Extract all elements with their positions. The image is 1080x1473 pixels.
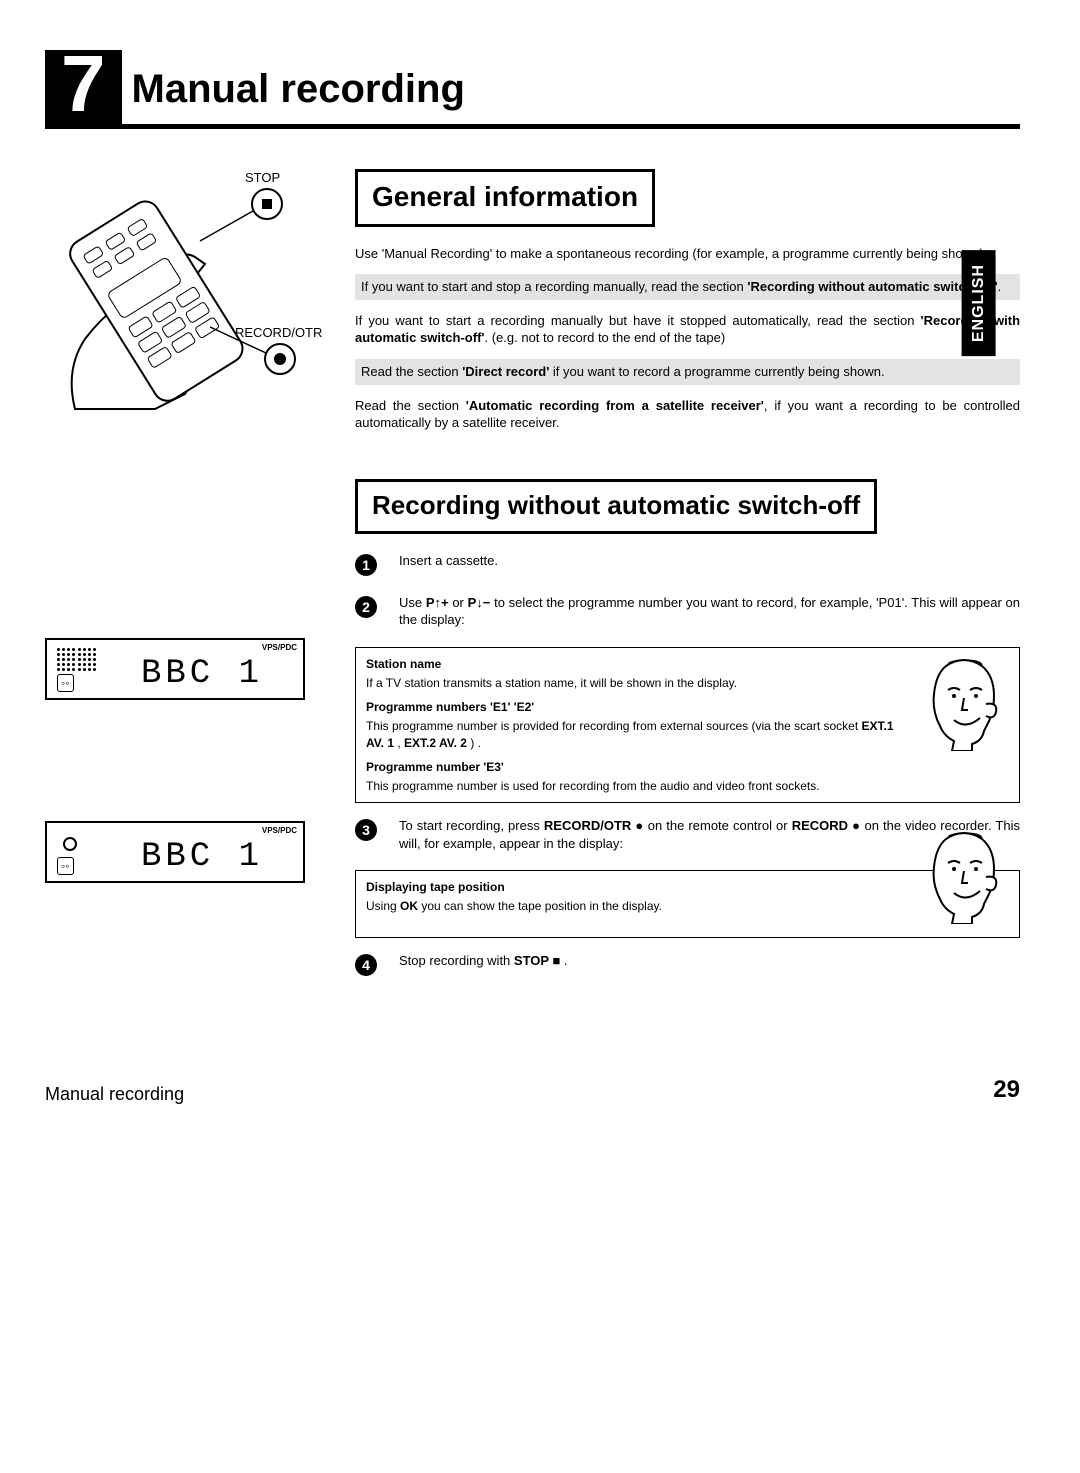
record-indicator-icon [63,837,77,851]
text: . [998,279,1002,294]
text: To start recording, press [399,818,544,833]
gen-info-p4: Read the section 'Direct record' if you … [355,359,1020,385]
tip1-t1: If a TV station transmits a station name… [366,675,914,691]
chapter-number: 7 [45,50,122,124]
tip-box-1: Station name If a TV station transmits a… [355,647,1020,803]
text: on the remote control or [644,818,792,833]
text: Using [366,899,400,913]
step-2-text: Use P↑+ or P↓− to select the programme n… [399,594,1020,629]
text: This programme number is provided for re… [366,719,862,733]
gen-info-p1: Use 'Manual Recording' to make a spontan… [355,245,1020,263]
gen-info-p3: If you want to start a recording manuall… [355,312,1020,347]
text: Stop recording with [399,953,514,968]
language-tab: ENGLISH [962,250,996,356]
record-callout-label: RECORD/OTR [235,324,322,342]
text: OK [400,899,418,913]
text: ) . [467,736,481,750]
text: you can show the tape position in the di… [418,899,662,913]
tip1-h3: Programme number 'E3' [366,759,914,775]
chapter-title: Manual recording [132,62,465,116]
dot-matrix-icon [57,648,97,672]
tip-box-2: Displaying tape position Using OK you ca… [355,870,1020,938]
text: Read the section [355,398,466,413]
page-number: 29 [993,1074,1020,1106]
chapter-header: 7 Manual recording [45,50,1020,124]
step-4-text: Stop recording with STOP ■ . [399,952,1020,970]
gen-info-p5: Read the section 'Automatic recording fr… [355,397,1020,432]
tip1-h1: Station name [366,656,914,672]
tip2-t1: Using OK you can show the tape position … [366,898,914,914]
section-title-recording: Recording without automatic switch-off [355,479,877,534]
face-icon [924,656,1009,756]
text: to select the programme number you want … [399,595,1020,628]
step-number-4: 4 [355,954,377,976]
text: If you want to start a recording manuall… [355,313,921,328]
step-1-text: Insert a cassette. [399,552,1020,570]
text: EXT.2 AV. 2 [404,736,467,750]
display-panel-1: VPS/PDC ◦◦ BBC 1 [45,638,305,700]
vps-label: VPS/PDC [262,826,297,837]
text: if you want to record a programme curren… [549,364,884,379]
text: 'Direct record' [462,364,549,379]
text: Read the section [361,364,462,379]
face-icon [924,829,1009,929]
text: Use [399,595,426,610]
step-number-3: 3 [355,819,377,841]
text: 'Recording without automatic switch-off' [747,279,997,294]
text: RECORD ● [792,818,861,833]
step-number-1: 1 [355,554,377,576]
display-segment-text: BBC 1 [141,835,263,881]
text: P↓− [468,595,491,610]
text: . (e.g. not to record to the end of the … [485,330,726,345]
display-panel-2: VPS/PDC ◦◦ BBC 1 [45,821,305,883]
tip2-h1: Displaying tape position [366,879,914,895]
chapter-rule [45,124,1020,129]
page-footer: Manual recording 29 [45,1074,1020,1106]
text: P↑+ [426,595,449,610]
text: 'Automatic recording from a satellite re… [466,398,764,413]
text: STOP ■ [514,953,560,968]
stop-callout-label: STOP [245,169,280,187]
section-title-general-info: General information [355,169,655,227]
step-number-2: 2 [355,596,377,618]
tip1-h2: Programme numbers 'E1' 'E2' [366,699,914,715]
cassette-icon: ◦◦ [57,674,74,692]
gen-info-p2: If you want to start and stop a recordin… [355,274,1020,300]
text: . [560,953,567,968]
tip1-t3: This programme number is used for record… [366,778,914,794]
tip1-t2: This programme number is provided for re… [366,718,914,750]
remote-control-illustration: STOP RECORD/OTR [45,169,305,419]
text: , [394,736,404,750]
display-segment-text: BBC 1 [141,652,263,698]
vps-label: VPS/PDC [262,643,297,654]
text: If you want to start and stop a recordin… [361,279,747,294]
text: or [449,595,468,610]
cassette-icon: ◦◦ [57,857,74,875]
text: RECORD/OTR ● [544,818,644,833]
footer-title: Manual recording [45,1082,184,1106]
